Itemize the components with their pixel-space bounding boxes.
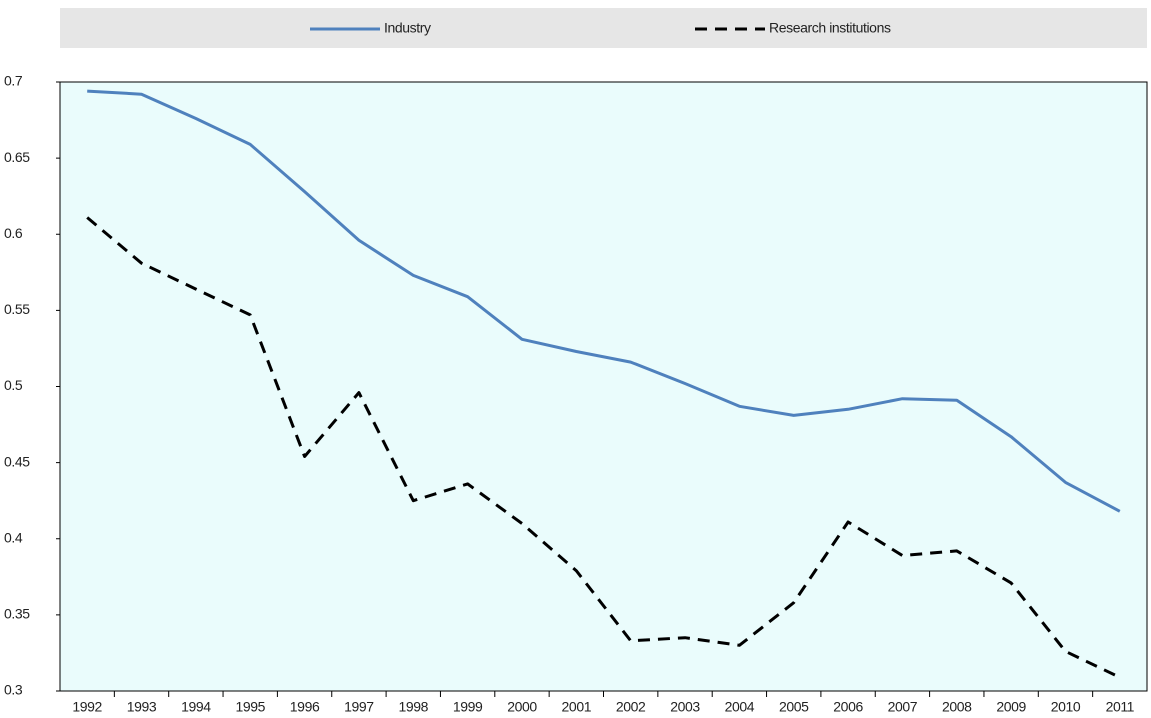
x-tick-label: 1993 bbox=[127, 699, 157, 715]
x-tick-label: 1996 bbox=[290, 699, 320, 715]
x-tick-label: 2008 bbox=[942, 699, 972, 715]
x-tick-label: 1992 bbox=[72, 699, 102, 715]
series-line bbox=[86, 216, 1121, 679]
y-tick-label: 0.35 bbox=[4, 606, 30, 622]
x-tick-label: 1999 bbox=[453, 699, 483, 715]
x-tick-label: 2007 bbox=[888, 699, 918, 715]
legend-label: Research institutions bbox=[769, 20, 891, 36]
y-tick-label: 0.6 bbox=[4, 225, 23, 241]
x-tick-label: 1995 bbox=[235, 699, 265, 715]
y-tick-label: 0.55 bbox=[4, 301, 30, 317]
legend-background bbox=[60, 8, 1147, 48]
x-tick-label: 1998 bbox=[399, 699, 429, 715]
y-tick-label: 0.45 bbox=[4, 453, 30, 469]
series-line bbox=[87, 89, 1121, 513]
y-tick-label: 0.5 bbox=[4, 377, 23, 393]
x-tick-label: 2000 bbox=[507, 699, 537, 715]
x-tick-label: 2009 bbox=[996, 699, 1026, 715]
x-tick-label: 2006 bbox=[833, 699, 863, 715]
plot-area bbox=[59, 81, 1148, 692]
x-tick-label: 1997 bbox=[344, 699, 374, 715]
y-tick-label: 0.65 bbox=[4, 149, 30, 165]
x-tick-label: 2010 bbox=[1051, 699, 1081, 715]
x-tick-label: 2001 bbox=[562, 699, 592, 715]
x-tick-label: 2005 bbox=[779, 699, 809, 715]
y-tick-label: 0.3 bbox=[4, 682, 23, 698]
y-tick-label: 0.4 bbox=[4, 529, 23, 545]
x-tick-label: 2011 bbox=[1106, 699, 1135, 715]
legend-label: Industry bbox=[384, 20, 431, 36]
x-tick-label: 2003 bbox=[670, 699, 700, 715]
x-tick-label: 2004 bbox=[725, 699, 755, 715]
x-tick-label: 2002 bbox=[616, 699, 646, 715]
x-tick-label: 1994 bbox=[181, 699, 211, 715]
y-tick-label: 0.7 bbox=[4, 73, 23, 89]
